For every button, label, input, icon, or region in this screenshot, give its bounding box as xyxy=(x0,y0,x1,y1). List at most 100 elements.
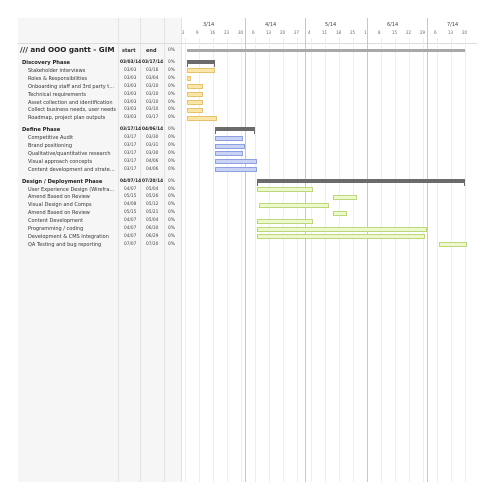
task-name[interactable]: Collect business needs, user needs xyxy=(28,107,116,114)
task-name[interactable]: Stakeholder interviews xyxy=(28,67,86,74)
task-name[interactable]: Visual Design and Comps xyxy=(28,202,92,209)
task-name[interactable]: Onboarding staff and 3rd party tech ... xyxy=(28,83,116,90)
task-name[interactable]: Amend Based on Review xyxy=(28,194,90,201)
task-name[interactable]: Qualitative/quantitative research xyxy=(28,150,111,157)
task-bar[interactable] xyxy=(187,68,215,74)
task-name[interactable]: Visual approach concepts xyxy=(28,158,93,165)
task-bar[interactable] xyxy=(257,234,425,240)
month-gridline xyxy=(305,18,306,482)
task-bar[interactable] xyxy=(187,84,203,90)
task-name[interactable]: Amend Based on Review xyxy=(28,210,90,217)
task-bar[interactable] xyxy=(187,76,191,82)
task-start: 03/03 xyxy=(124,91,137,97)
week-gridline xyxy=(283,38,284,482)
phase-name[interactable]: Define Phase xyxy=(22,127,61,134)
task-name[interactable]: Competitive Audit xyxy=(28,135,74,142)
task-percent: 0% xyxy=(168,226,175,231)
task-bar[interactable] xyxy=(187,107,203,113)
task-start: 03/17 xyxy=(124,150,137,156)
task-name[interactable]: User Experience Design (Wireframes,... xyxy=(28,186,116,193)
task-start: 03/03 xyxy=(124,75,137,81)
week-gridline xyxy=(395,38,396,482)
task-bar[interactable] xyxy=(333,194,357,200)
task-start: 03/17 xyxy=(124,135,137,141)
task-start: 05/15 xyxy=(124,210,137,216)
month-gridline xyxy=(427,18,428,482)
task-bar[interactable] xyxy=(215,159,257,165)
task-bar[interactable] xyxy=(215,167,257,173)
timeline-day-label: 23 xyxy=(224,30,230,35)
timeline-day-label: 22 xyxy=(406,30,412,35)
timeline-day-label: 15 xyxy=(392,30,398,35)
task-bar[interactable] xyxy=(257,218,313,224)
task-end: 05/04 xyxy=(146,186,159,192)
timeline-day-label: 6 xyxy=(434,30,437,35)
task-start: 03/03 xyxy=(124,83,137,89)
phase-end: 07/20/14 xyxy=(142,178,164,184)
task-end: 03/30 xyxy=(146,150,159,156)
task-start: 04/07 xyxy=(124,226,137,231)
task-bar[interactable] xyxy=(215,135,243,141)
timeline-month-label: 7/14 xyxy=(447,22,459,28)
task-end: 06/29 xyxy=(146,233,159,239)
task-bar[interactable] xyxy=(257,187,313,192)
task-start: 04/08 xyxy=(124,202,137,208)
task-list-panel xyxy=(18,18,182,482)
phase-summary-bar[interactable] xyxy=(187,60,215,64)
month-gridline xyxy=(367,18,368,482)
week-gridline xyxy=(381,38,382,482)
phase-summary-bar[interactable] xyxy=(215,127,255,132)
timeline-month-label: 5/14 xyxy=(325,22,337,28)
task-name[interactable]: Asset collection and identification xyxy=(28,99,113,106)
task-name[interactable]: Development & CMS Integration xyxy=(28,233,109,240)
task-start: 03/03 xyxy=(124,107,137,113)
timeline-month-label: 3/14 xyxy=(203,22,215,28)
task-end: 05/12 xyxy=(146,202,159,208)
task-percent: 0% xyxy=(168,143,175,148)
project-summary-bar[interactable] xyxy=(187,49,465,52)
timeline-day-label: 20 xyxy=(462,30,468,35)
task-bar[interactable] xyxy=(259,202,329,208)
task-percent: 0% xyxy=(168,166,175,172)
task-bar[interactable] xyxy=(257,226,427,232)
week-gridline xyxy=(423,38,424,482)
task-percent: 0% xyxy=(168,107,175,113)
task-bar[interactable] xyxy=(439,242,467,248)
task-end: 03/10 xyxy=(146,91,159,97)
task-end: 03/16 xyxy=(146,67,159,73)
task-end: 04/06 xyxy=(146,166,159,172)
task-end: 03/10 xyxy=(146,107,159,113)
task-start: 03/17 xyxy=(124,143,137,148)
task-bar[interactable] xyxy=(187,92,203,98)
week-gridline xyxy=(451,38,452,482)
timeline-day-label: 20 xyxy=(280,30,286,35)
task-bar[interactable] xyxy=(187,115,217,121)
task-bar[interactable] xyxy=(187,100,203,105)
week-gridline xyxy=(409,38,410,482)
task-start: 07/07 xyxy=(124,241,137,247)
task-name[interactable]: Content Development xyxy=(28,218,84,225)
task-name[interactable]: Technical requirements xyxy=(28,91,87,98)
timeline-day-label: 30 xyxy=(238,30,244,35)
task-name[interactable]: Brand positioning xyxy=(28,143,73,149)
task-name[interactable]: Roles & Responsibilities xyxy=(28,75,88,82)
phase-name[interactable]: Discovery Phase xyxy=(22,60,71,66)
phase-summary-cap xyxy=(257,178,258,186)
task-percent: 0% xyxy=(168,67,175,73)
task-name[interactable]: QA Testing and bug reporting xyxy=(28,241,102,248)
task-bar[interactable] xyxy=(333,210,347,216)
month-gridline xyxy=(245,18,246,482)
task-end: 03/30 xyxy=(146,135,159,141)
project-title[interactable]: /// and OOO gantt - GIM xyxy=(20,45,115,54)
phase-summary-bar[interactable] xyxy=(257,178,465,183)
task-name[interactable]: Programming / coding xyxy=(28,226,84,232)
task-bar[interactable] xyxy=(215,143,245,149)
task-percent: 0% xyxy=(168,150,175,156)
task-bar[interactable] xyxy=(215,151,243,157)
task-name[interactable]: Content development and strategy g... xyxy=(28,166,116,173)
timeline-day-label: 29 xyxy=(420,30,426,35)
task-start: 04/07 xyxy=(124,186,137,192)
timeline-day-label: 16 xyxy=(210,30,216,35)
task-name[interactable]: Roadmap, project plan outputs xyxy=(28,115,106,122)
phase-name[interactable]: Design / Deployment Phase xyxy=(22,178,103,185)
